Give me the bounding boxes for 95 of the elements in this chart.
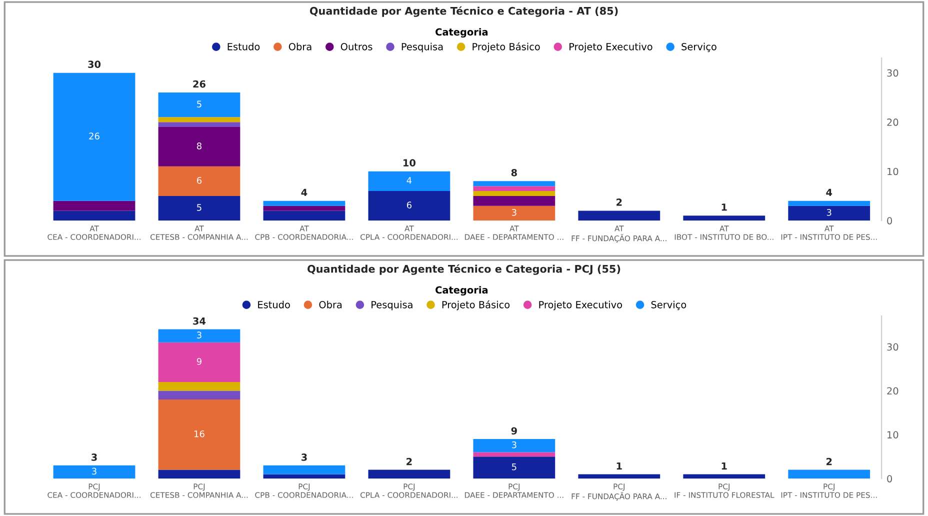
total-label: 1: [722, 204, 727, 211]
total-label: 1: [616, 462, 622, 470]
bar: [158, 117, 240, 122]
data-label: 6: [406, 202, 412, 208]
legend-label: Outros: [340, 42, 372, 50]
bar: [473, 186, 556, 192]
bar: [263, 210, 346, 221]
legend-label: Obra: [319, 300, 342, 308]
bar: [683, 216, 766, 221]
legend-label: Projeto Executivo: [539, 300, 622, 310]
bar: [263, 206, 346, 211]
data-label: 5: [512, 464, 516, 470]
legend-label: Serviço: [682, 42, 716, 52]
total-label: 4: [301, 188, 308, 196]
bar: [53, 200, 136, 211]
total-label: 2: [826, 458, 832, 466]
total-label: 2: [616, 198, 622, 206]
data-label: 3: [197, 332, 202, 338]
total-label: 4: [826, 188, 832, 196]
data-label: 3: [92, 468, 96, 475]
y-tick-label: 10: [888, 431, 898, 438]
bar: [788, 206, 870, 221]
bar: [578, 474, 660, 479]
data-label: 3: [826, 208, 832, 216]
legend-label: Pesquisa: [402, 42, 443, 52]
data-label: 8: [196, 142, 202, 150]
bar: [53, 465, 136, 479]
bar: [683, 474, 766, 479]
bar: [788, 470, 870, 479]
y-tick-label: 0: [887, 217, 892, 224]
bar: [473, 439, 556, 452]
total-label: 2: [406, 458, 412, 466]
y-tick-label: 20: [887, 118, 898, 126]
bar: [578, 210, 660, 221]
legend-label: Serviço: [651, 300, 686, 310]
bar: [158, 342, 240, 382]
data-label: 6: [196, 176, 202, 184]
legend-label: Estudo: [258, 300, 290, 308]
legend-label: Projeto Executivo: [570, 42, 652, 52]
bar: [158, 382, 240, 391]
chart-title: Quantidade por Agente Técnico e Categoria - PCJ (55): [308, 264, 620, 275]
chart-title: Quantidade por Agente Técnico e Categoria - AT (85): [310, 6, 618, 17]
data-label: 5: [197, 100, 202, 108]
total-label: 34: [193, 317, 206, 325]
y-tick-label: 10: [888, 168, 898, 176]
y-tick-label: 0: [887, 475, 892, 482]
bar: [53, 210, 136, 221]
bar: [158, 390, 240, 400]
bar: [473, 196, 556, 206]
bar: [368, 470, 450, 479]
legend-label: Obra: [288, 42, 312, 50]
data-label: 16: [194, 430, 204, 438]
total-label: 9: [511, 427, 517, 435]
total-label: 1: [722, 462, 727, 470]
bar: [158, 329, 240, 342]
data-label: 26: [89, 132, 100, 140]
legend-label: Projeto Básico: [472, 42, 540, 52]
total-label: 30: [88, 60, 101, 68]
bar: [263, 200, 346, 206]
bar: [473, 456, 556, 479]
bar: [158, 196, 240, 221]
bar: [263, 465, 346, 474]
bar: [263, 474, 346, 479]
data-label: 9: [196, 358, 202, 365]
bar: [473, 206, 556, 221]
legend-title: Categoria: [436, 286, 488, 296]
legend-label: Projeto Básico: [442, 300, 510, 310]
y-tick-label: 20: [887, 387, 898, 395]
total-label: 8: [511, 168, 517, 176]
legend-title: Categoria: [436, 28, 488, 38]
bar: [473, 452, 556, 457]
legend-label: Estudo: [228, 42, 260, 50]
total-label: 26: [193, 80, 206, 88]
bar: [368, 171, 450, 192]
bar: [368, 191, 450, 221]
data-label: 5: [197, 204, 202, 211]
bar: [788, 200, 870, 206]
data-label: 3: [512, 208, 516, 216]
bar: [158, 122, 240, 128]
bar: [53, 72, 136, 201]
bar: [473, 181, 556, 186]
bar: [158, 470, 240, 479]
legend-label: Pesquisa: [372, 300, 412, 310]
bar: [473, 191, 556, 196]
bar: [158, 92, 240, 118]
bar: [158, 400, 240, 470]
y-tick-label: 30: [887, 69, 898, 77]
total-label: 3: [301, 454, 307, 461]
y-tick-label: 30: [887, 343, 898, 351]
total-label: 3: [92, 454, 97, 461]
data-label: 3: [512, 441, 516, 448]
data-label: 4: [406, 177, 412, 184]
bar: [158, 127, 240, 166]
bar: [158, 166, 240, 196]
total-label: 10: [404, 159, 416, 166]
